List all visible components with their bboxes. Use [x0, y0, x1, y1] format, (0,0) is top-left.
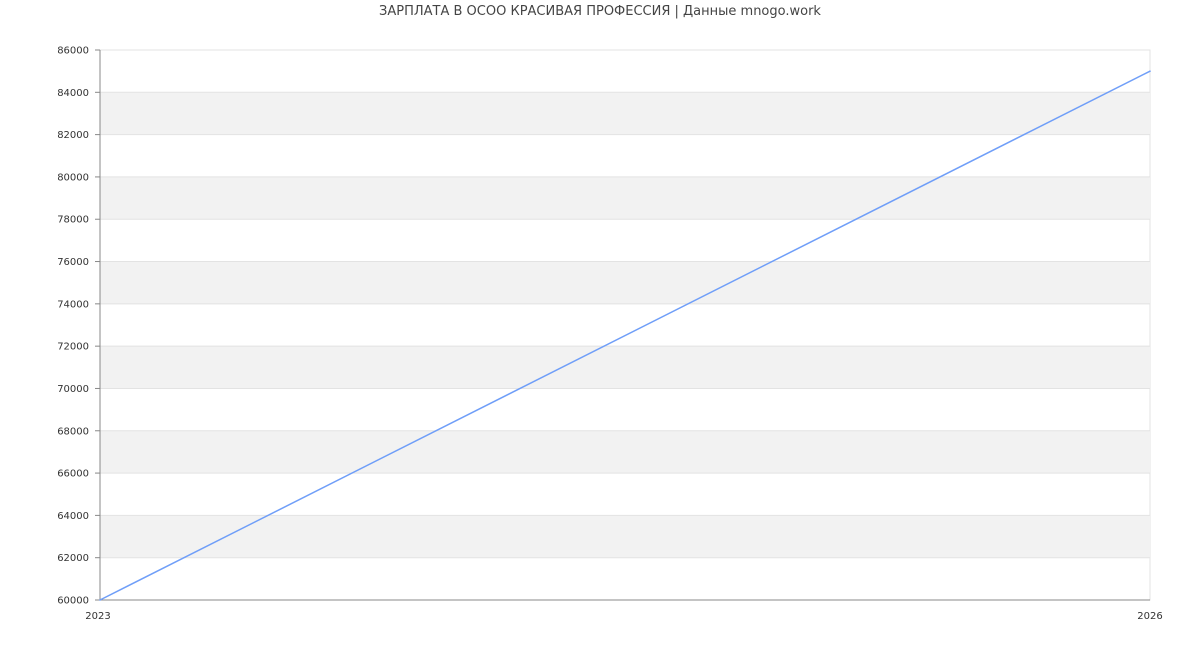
- data-point: [1149, 70, 1151, 72]
- y-tick-label: 78000: [57, 215, 89, 226]
- y-tick-label: 60000: [57, 596, 89, 607]
- grid-band: [100, 92, 1150, 135]
- x-tick-label: 2026: [1137, 611, 1162, 622]
- y-tick-label: 82000: [57, 130, 89, 141]
- grid-band: [100, 261, 1150, 304]
- grid-band: [100, 176, 1150, 220]
- y-tick-label: 70000: [57, 384, 89, 395]
- y-tick-label: 84000: [57, 88, 89, 99]
- chart-title: ЗАРПЛАТА В ОСОО КРАСИВАЯ ПРОФЕССИЯ | Дан…: [379, 4, 821, 19]
- y-tick-label: 62000: [57, 553, 89, 564]
- y-tick-label: 74000: [57, 299, 89, 310]
- grid-band: [100, 430, 1150, 474]
- y-tick-label: 66000: [57, 469, 89, 480]
- series-line: [99, 70, 1151, 601]
- data-point: [99, 599, 101, 601]
- y-tick-label: 86000: [57, 46, 89, 57]
- y-tick-label: 72000: [57, 342, 89, 353]
- plot-area: [99, 49, 1151, 601]
- y-tick-label: 64000: [57, 511, 89, 522]
- x-tick-label: 2023: [85, 611, 110, 622]
- grid-band: [100, 346, 1150, 389]
- y-tick-label: 68000: [57, 426, 89, 437]
- y-tick-label: 80000: [57, 172, 89, 183]
- y-tick-label: 76000: [57, 257, 89, 268]
- grid-band: [100, 515, 1150, 558]
